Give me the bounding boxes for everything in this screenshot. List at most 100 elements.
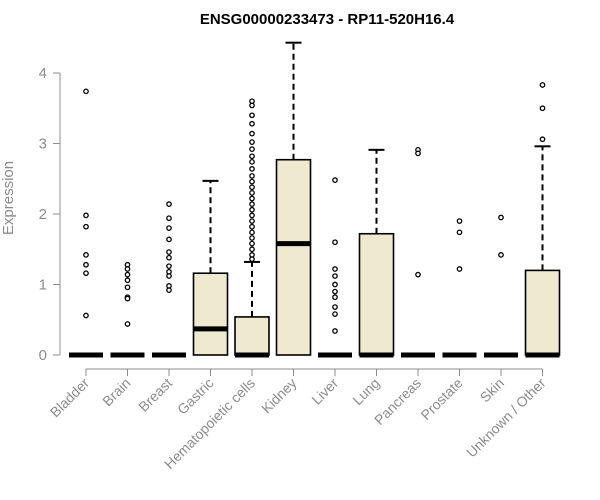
box-group: [318, 177, 352, 358]
outlier-point: [249, 235, 255, 241]
outlier-point: [332, 294, 338, 301]
box-iqr: [192, 272, 229, 356]
outlier-point: [249, 229, 255, 236]
outlier-point: [124, 271, 131, 278]
box-iqr: [275, 158, 312, 356]
x-tick-label: Brain: [99, 375, 133, 409]
outlier-point: [249, 240, 255, 247]
outlier-point: [249, 120, 255, 127]
box-group: [484, 214, 518, 358]
y-tick-label: 3: [39, 136, 47, 153]
outlier-point: [539, 105, 546, 112]
x-tick-label: Breast: [135, 375, 175, 415]
x-tick-label: Unknown / Other: [463, 375, 549, 461]
box-group: [110, 261, 145, 358]
x-tick-label: Lung: [349, 375, 382, 408]
outlier-point: [249, 146, 255, 152]
y-axis-label: Expression: [0, 161, 17, 235]
outlier-point: [249, 246, 255, 253]
outlier-point: [83, 212, 89, 219]
box-iqr: [358, 232, 395, 356]
outlier-point: [166, 215, 172, 222]
outlier-point: [249, 139, 255, 145]
box-group: [524, 82, 561, 358]
outlier-point: [498, 214, 504, 221]
outlier-point: [249, 158, 255, 165]
outlier-point: [332, 288, 338, 295]
outlier-point: [166, 263, 172, 270]
outlier-point: [332, 311, 338, 317]
outlier-point: [249, 112, 255, 119]
outlier-point: [83, 88, 89, 95]
box-iqr: [524, 269, 561, 356]
box-group: [152, 201, 186, 358]
x-tick-label: Liver: [308, 375, 341, 408]
outlier-point: [166, 273, 172, 279]
outlier-point: [166, 236, 172, 243]
outlier-point: [456, 229, 463, 236]
outlier-point: [83, 252, 89, 258]
x-tick-label: Prostate: [417, 375, 465, 423]
outlier-point: [249, 130, 255, 137]
outlier-point: [249, 223, 255, 230]
y-tick-label: 2: [39, 206, 47, 223]
outlier-point: [249, 256, 255, 262]
outlier-point: [166, 249, 172, 255]
x-tick-label: Skin: [477, 375, 508, 406]
outlier-point: [249, 184, 255, 191]
outlier-point: [124, 321, 131, 327]
outlier-point: [249, 206, 255, 213]
outlier-point: [124, 295, 131, 302]
box-group: [401, 146, 435, 358]
outlier-point: [249, 173, 255, 179]
outlier-point: [332, 328, 338, 334]
x-tick-label: Bladder: [47, 375, 93, 421]
outlier-point: [249, 218, 255, 224]
outlier-point: [332, 177, 338, 184]
outlier-point: [456, 266, 463, 272]
outlier-point: [83, 270, 89, 277]
box-group: [275, 41, 312, 356]
outlier-point: [83, 223, 89, 230]
chart-title: ENSG00000233473 - RP11-520H16.4: [200, 11, 455, 28]
outlier-point: [249, 153, 255, 160]
outlier-point: [83, 261, 89, 268]
box-group: [192, 179, 229, 356]
outlier-point: [249, 178, 255, 185]
y-axis: 0 1 2 3 4: [39, 65, 61, 364]
outlier-point: [166, 254, 172, 261]
y-tick-label: 1: [39, 277, 47, 294]
outlier-point: [124, 284, 131, 291]
box-group: [234, 98, 270, 358]
outlier-point: [166, 201, 172, 207]
outlier-point: [332, 266, 338, 272]
outlier-point: [498, 252, 504, 258]
outlier-point: [166, 225, 172, 231]
plot-area: [69, 41, 561, 358]
outlier-point: [249, 195, 255, 202]
outlier-point: [249, 102, 255, 109]
outlier-point: [124, 266, 131, 272]
box-group: [442, 218, 477, 358]
outlier-point: [249, 212, 255, 219]
box-group: [358, 148, 395, 358]
outlier-point: [332, 281, 338, 288]
outlier-point: [456, 218, 463, 224]
outlier-point: [124, 277, 131, 284]
outlier-point: [83, 312, 89, 319]
outlier-point: [166, 287, 172, 293]
y-tick-label: 0: [39, 347, 47, 364]
outlier-point: [332, 273, 338, 279]
box-group: [69, 88, 103, 358]
outlier-point: [539, 82, 546, 88]
y-tick-label: 4: [39, 65, 47, 82]
outlier-point: [332, 239, 338, 246]
box-iqr: [234, 316, 270, 356]
outlier-point: [415, 271, 421, 278]
outlier-point: [415, 150, 421, 157]
outlier-point: [539, 136, 546, 143]
outlier-point: [249, 201, 255, 207]
